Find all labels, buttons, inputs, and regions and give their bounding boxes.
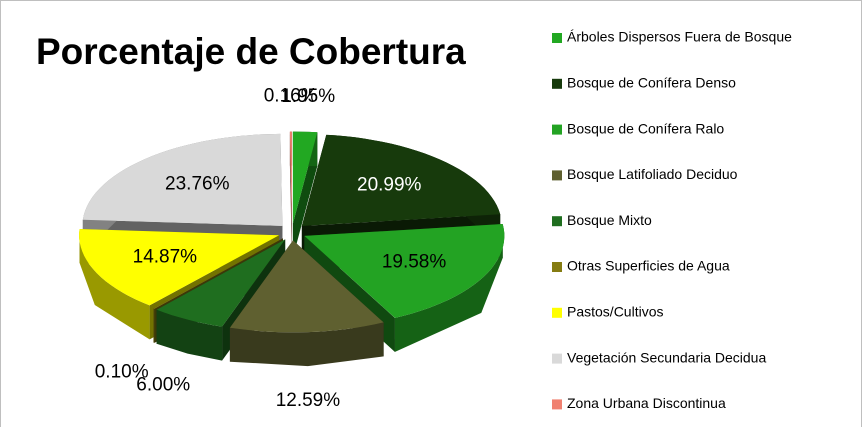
legend-swatch	[552, 216, 562, 227]
data-label: 0.16%	[264, 86, 318, 107]
slice-top	[304, 224, 505, 318]
data-label: 6.00%	[136, 375, 190, 396]
pie-slice	[292, 131, 318, 258]
slice-rim	[156, 309, 223, 361]
legend-label: Árboles Dispersos Fuera de Bosque	[567, 29, 792, 45]
slice-top	[82, 133, 283, 226]
slice-top	[229, 240, 384, 333]
pie-slice	[229, 240, 384, 367]
data-label: 0.10%	[95, 361, 149, 382]
slice-top	[292, 131, 318, 224]
legend-label: Vegetación Secundaria Decidua	[567, 349, 766, 365]
slice-rim	[229, 322, 384, 367]
legend-swatch	[552, 353, 562, 364]
legend-label: Bosque Latifoliado Deciduo	[567, 166, 738, 182]
chart-title: Porcentaje de Cobertura	[36, 31, 466, 72]
data-label: 20.99%	[357, 175, 422, 196]
legend-label: Bosque Mixto	[567, 212, 652, 228]
data-label: 14.87%	[133, 246, 198, 267]
slice-rim	[153, 308, 155, 343]
data-label: 23.76%	[165, 173, 230, 194]
legend-label: Pastos/Cultivos	[567, 304, 663, 320]
pie-slice	[289, 131, 292, 258]
slice-top	[79, 229, 280, 306]
legend-swatch	[552, 33, 562, 43]
legend-label: Bosque de Conífera Denso	[567, 75, 736, 91]
legend-swatch	[552, 170, 562, 181]
data-label: 19.58%	[382, 252, 447, 273]
legend-label: Zona Urbana Discontinua	[567, 395, 726, 411]
slice-top	[301, 134, 501, 227]
slice-top	[289, 131, 292, 224]
slice-rim	[395, 224, 505, 352]
slice-top	[156, 239, 286, 327]
legend-swatch	[552, 262, 562, 272]
data-label: 1.95%	[281, 86, 335, 107]
legend-swatch	[552, 78, 562, 89]
legend-swatch	[552, 399, 562, 410]
legend-swatch	[552, 124, 562, 135]
slice-top	[153, 238, 283, 309]
legend-label: Bosque de Conífera Ralo	[567, 120, 724, 136]
legend-label: Otras Superficies de Agua	[567, 258, 730, 274]
legend-swatch	[552, 307, 562, 318]
slice-rim	[79, 229, 150, 340]
data-label: 12.59%	[276, 390, 341, 411]
